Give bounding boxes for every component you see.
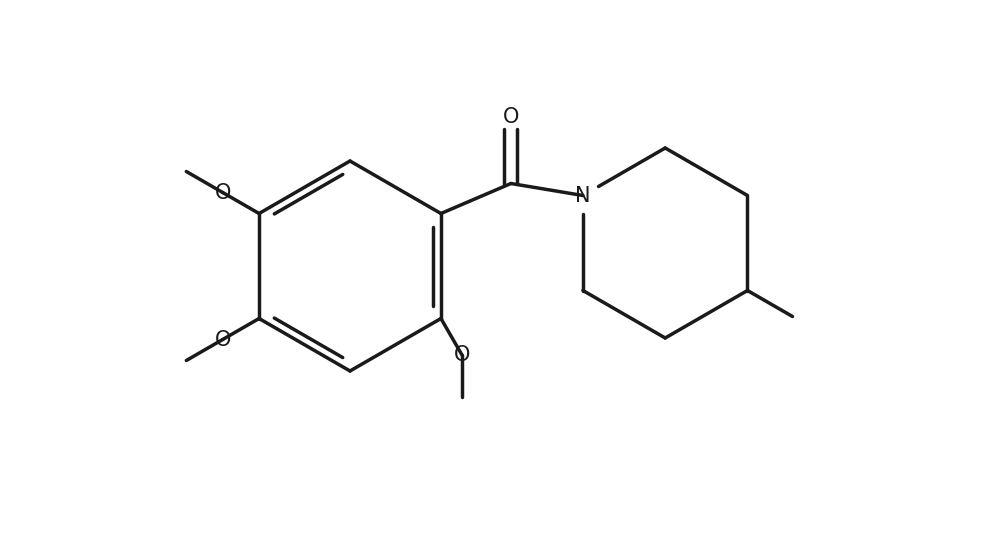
Text: O: O xyxy=(214,330,231,349)
Text: O: O xyxy=(454,345,470,365)
Text: O: O xyxy=(214,182,231,203)
Text: O: O xyxy=(502,107,519,126)
Text: N: N xyxy=(575,185,591,205)
